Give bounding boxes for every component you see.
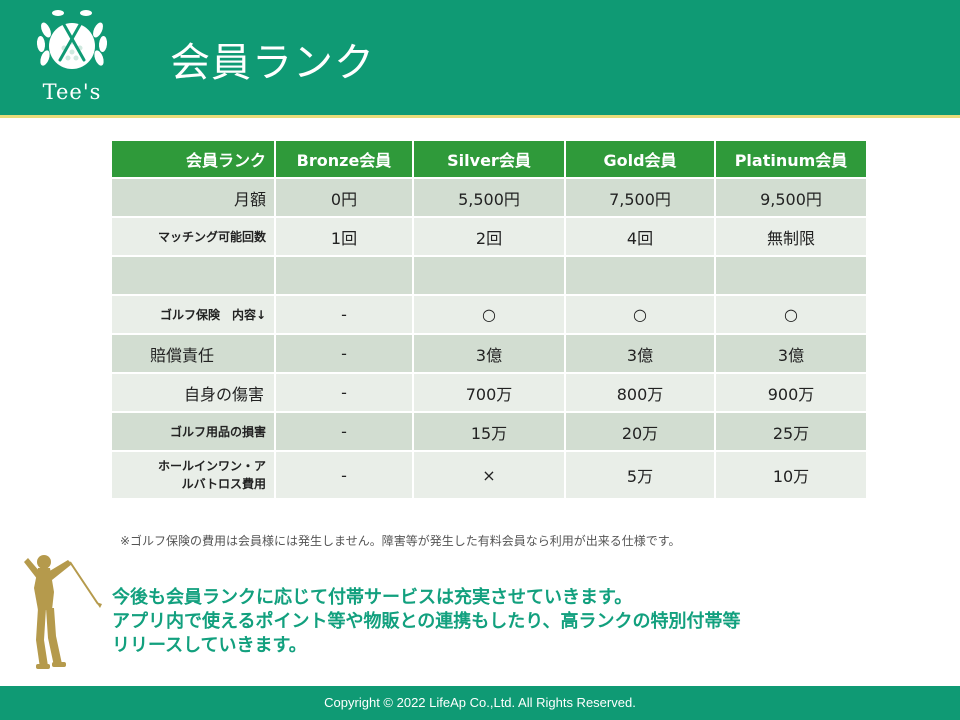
table-cell: ○ [714,294,868,335]
column-header: Gold会員 [564,139,716,179]
table-cell [564,255,716,296]
table-cell: 7,500円 [564,177,716,218]
row-label: ゴルフ保険 内容↓ [110,294,276,335]
table-cell: 4回 [564,216,716,257]
logo-text: Tee's [42,80,102,104]
table-cell: 20万 [564,411,716,452]
table-cell [110,255,276,296]
table-cell: 2回 [412,216,566,257]
table-cell: - [274,411,414,452]
row-label: マッチング可能回数 [110,216,276,257]
table-cell: 3億 [412,333,566,374]
member-rank-table: 会員ランク Bronze会員 Silver会員 Gold会員 Platinum会… [110,139,868,500]
message-line: リリースしていきます。 [112,635,307,656]
table-cell: 1回 [274,216,414,257]
table-cell: 9,500円 [714,177,868,218]
table-row: ゴルフ保険 内容↓ - ○ ○ ○ [110,294,868,335]
table-row: 賠償責任 - 3億 3億 3億 [110,333,868,374]
table-cell: 5,500円 [412,177,566,218]
table-cell: - [274,372,414,413]
table-cell: - [274,333,414,374]
row-label: 月額 [110,177,276,218]
column-header: 会員ランク [110,139,276,179]
future-plans-message: 今後も会員ランクに応じて付帯サービスは充実させていきます。 アプリ内で使えるポイ… [112,586,872,658]
table-cell: 15万 [412,411,566,452]
table-cell: - [274,450,414,500]
golf-ball-crossed-tees-icon [36,10,108,69]
golfer-silhouette-icon [24,555,102,669]
row-label: ゴルフ用品の損害 [110,411,276,452]
table-cell: 無制限 [714,216,868,257]
table-cell: ○ [412,294,566,335]
table-row: ホールインワン・ア ルバトロス費用 - × 5万 10万 [110,450,868,500]
row-label: ホールインワン・ア ルバトロス費用 [110,450,276,500]
table-cell: 25万 [714,411,868,452]
table-cell: × [412,450,566,500]
table-cell: 700万 [412,372,566,413]
tees-logo: Tee's [30,4,120,110]
header-bar: Tee's 会員ランク [0,0,960,115]
column-header: Silver会員 [412,139,566,179]
table-cell: 3億 [714,333,868,374]
table-cell [714,255,868,296]
table-cell [412,255,566,296]
row-label-line: ルバトロス費用 [181,477,266,491]
table-cell: 800万 [564,372,716,413]
table-cell [274,255,414,296]
table-cell: - [274,294,414,335]
copyright-text: Copyright © 2022 LifeAp Co.,Ltd. All Rig… [324,695,636,710]
table-row: ゴルフ用品の損害 - 15万 20万 25万 [110,411,868,452]
table-cell: 900万 [714,372,868,413]
row-label: 自身の傷害 [110,372,276,413]
row-label-line: ホールインワン・ア [157,459,266,473]
insurance-note: ※ゴルフ保険の費用は会員様には発生しません。障害等が発生した有料会員なら利用が出… [120,534,681,548]
message-line: 今後も会員ランクに応じて付帯サービスは充実させていきます。 [112,587,633,608]
footer-bar: Copyright © 2022 LifeAp Co.,Ltd. All Rig… [0,686,960,720]
page-title: 会員ランク [170,40,375,86]
column-header: Bronze会員 [274,139,414,179]
header-divider [0,115,960,118]
table-cell: 3億 [564,333,716,374]
table-row-empty [110,255,868,296]
row-label: 賠償責任 [110,333,276,374]
table-cell: 10万 [714,450,868,500]
table-row: 自身の傷害 - 700万 800万 900万 [110,372,868,413]
table-row: 月額 0円 5,500円 7,500円 9,500円 [110,177,868,218]
table-row: マッチング可能回数 1回 2回 4回 無制限 [110,216,868,257]
message-line: アプリ内で使えるポイント等や物販との連携もしたり、高ランクの特別付帯等 [112,611,741,632]
column-header: Platinum会員 [714,139,868,179]
table-cell: 5万 [564,450,716,500]
table-header-row: 会員ランク Bronze会員 Silver会員 Gold会員 Platinum会… [110,139,868,179]
table-cell: ○ [564,294,716,335]
table-cell: 0円 [274,177,414,218]
